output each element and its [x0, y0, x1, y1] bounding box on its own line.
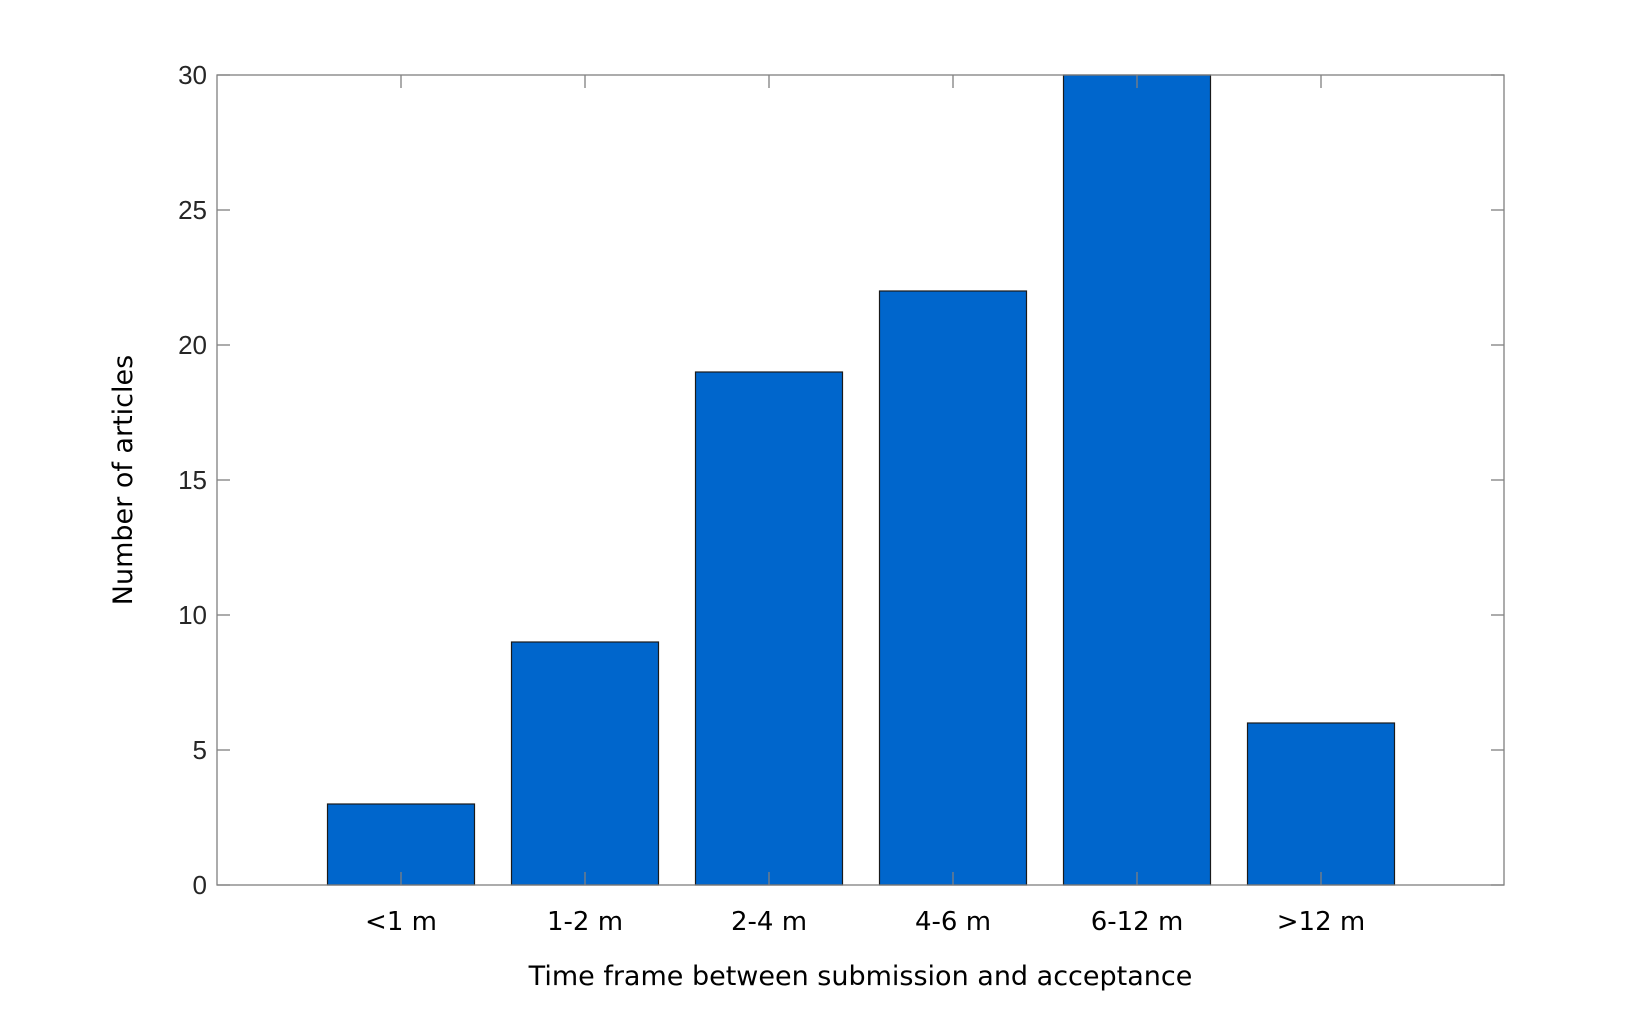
x-tick-label: >12 m	[1277, 907, 1365, 937]
x-tick-label: 2-4 m	[731, 907, 807, 937]
bar	[878, 290, 1028, 886]
y-tick-label: 25	[178, 195, 207, 225]
y-tick-label: 10	[178, 600, 207, 630]
bar	[694, 371, 844, 886]
bar	[1062, 74, 1212, 886]
bar	[510, 641, 660, 886]
labels-layer: 0 5 10 15 20 25 30 <1 m 1-2 m 2-4 m 4-6 m 6-12 m >12…	[178, 60, 1365, 937]
bar	[1246, 722, 1396, 886]
y-tick-label: 30	[178, 60, 207, 90]
y-tick-label: 0	[193, 870, 207, 900]
x-tick-label: 1-2 m	[547, 907, 623, 937]
y-tick-label: 20	[178, 330, 207, 360]
x-tick-label: 4-6 m	[915, 907, 991, 937]
bars-layer	[326, 74, 1396, 886]
bar	[326, 803, 476, 886]
x-axis-title: Time frame between submission and accept…	[528, 961, 1193, 992]
x-tick-label: 6-12 m	[1091, 907, 1184, 937]
x-tick-label: <1 m	[365, 907, 437, 937]
y-tick-label: 5	[193, 735, 207, 765]
y-tick-label: 15	[178, 465, 207, 495]
y-axis-title: Number of articles	[108, 355, 139, 605]
axes-layer	[216, 74, 1505, 886]
